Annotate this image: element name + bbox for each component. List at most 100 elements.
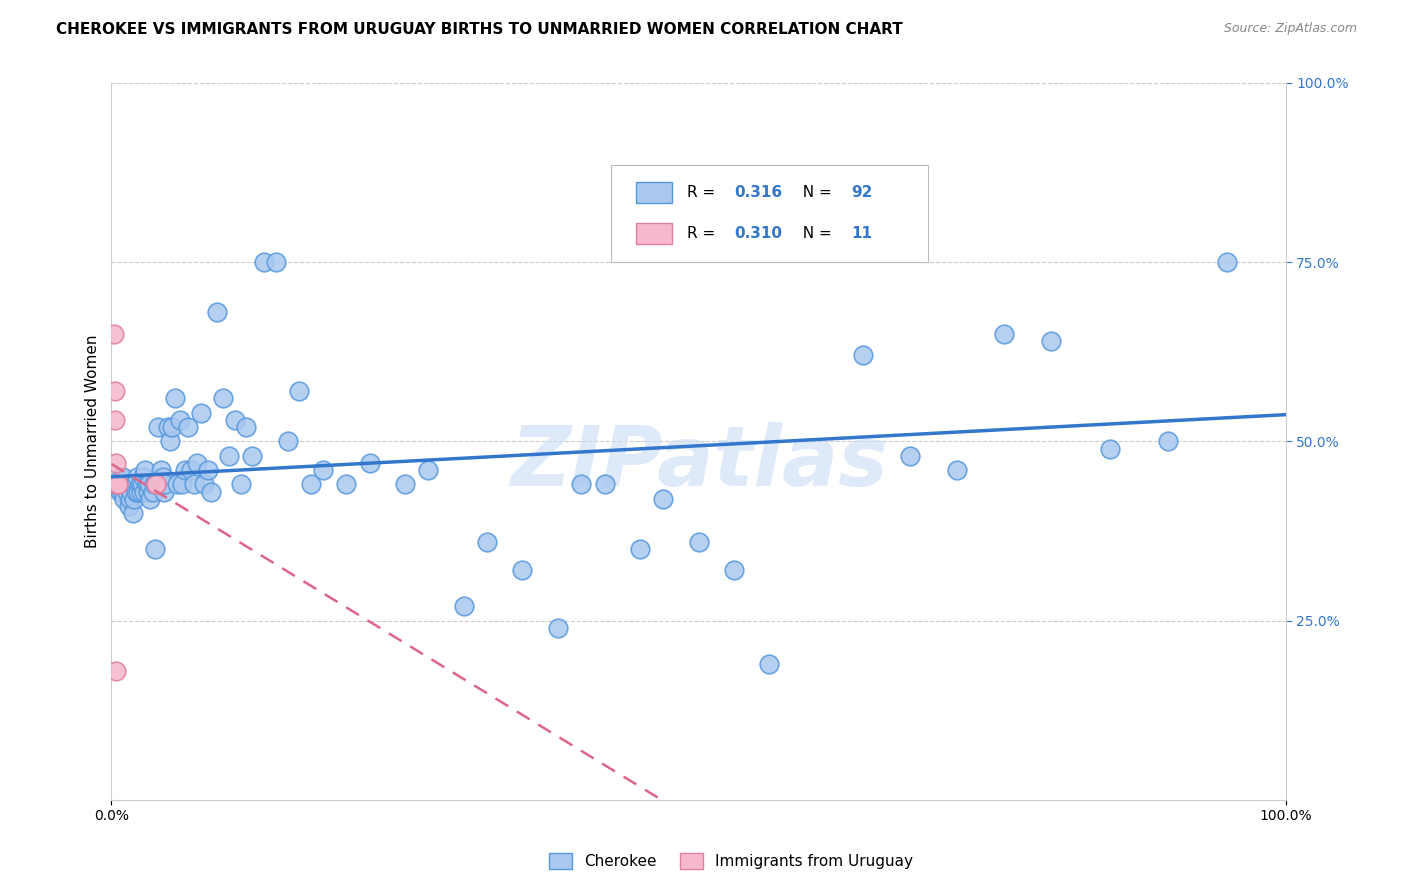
Point (183, 477, 205, 491)
Point (547, 621, 569, 635)
Text: N =: N = (793, 226, 837, 241)
Point (394, 477, 416, 491)
Point (264, 255, 287, 269)
Point (652, 491, 675, 506)
Point (186, 456, 208, 470)
Point (145, 477, 167, 491)
Text: ZIPatlas: ZIPatlas (509, 422, 887, 503)
Point (162, 420, 184, 434)
Point (105, 664, 128, 678)
Point (122, 491, 145, 506)
Point (121, 506, 143, 520)
Point (174, 463, 197, 477)
Point (148, 477, 170, 491)
Point (758, 657, 780, 671)
Point (253, 255, 276, 269)
Point (142, 477, 165, 491)
Point (112, 491, 135, 506)
Point (946, 463, 969, 477)
Point (128, 477, 150, 491)
Point (135, 477, 157, 491)
Point (852, 348, 875, 362)
Point (129, 484, 152, 499)
Point (145, 477, 167, 491)
Point (512, 563, 534, 577)
Point (153, 484, 176, 499)
Point (132, 470, 155, 484)
Point (134, 463, 156, 477)
Point (170, 477, 193, 491)
Point (105, 477, 128, 491)
Point (277, 434, 299, 449)
Point (105, 477, 128, 491)
Point (108, 484, 131, 499)
Point (118, 499, 141, 513)
Point (141, 484, 163, 499)
Point (127, 484, 149, 499)
Point (127, 470, 149, 484)
Point (169, 413, 191, 427)
Point (159, 434, 181, 449)
Point (993, 326, 1015, 341)
Text: N =: N = (793, 186, 837, 200)
Point (723, 563, 745, 577)
Y-axis label: Births to Unmarried Women: Births to Unmarried Women (86, 334, 100, 548)
Point (200, 484, 222, 499)
Point (688, 534, 710, 549)
Point (177, 420, 200, 434)
Point (115, 484, 138, 499)
Point (105, 456, 128, 470)
Point (299, 477, 322, 491)
Point (124, 477, 146, 491)
Point (139, 491, 162, 506)
Point (1098, 442, 1121, 456)
Point (418, 463, 440, 477)
Point (335, 477, 357, 491)
Point (104, 413, 127, 427)
Point (112, 470, 135, 484)
Point (218, 449, 240, 463)
Point (110, 470, 132, 484)
Point (898, 449, 921, 463)
Point (136, 484, 159, 499)
Point (166, 477, 188, 491)
Point (212, 392, 235, 406)
Point (155, 477, 177, 491)
Text: R =: R = (688, 226, 720, 241)
Point (156, 420, 179, 434)
Point (453, 599, 475, 614)
Point (628, 541, 651, 556)
Point (569, 477, 592, 491)
Point (107, 477, 129, 491)
Point (145, 477, 167, 491)
Point (193, 477, 215, 491)
Text: 92: 92 (851, 186, 873, 200)
Legend: Cherokee, Immigrants from Uruguay: Cherokee, Immigrants from Uruguay (543, 847, 920, 875)
Point (150, 477, 173, 491)
Point (190, 406, 212, 420)
Point (148, 420, 170, 434)
Point (120, 484, 142, 499)
Point (134, 484, 156, 499)
FancyBboxPatch shape (637, 223, 672, 244)
Text: 11: 11 (851, 226, 872, 241)
Point (114, 477, 136, 491)
Point (229, 477, 252, 491)
FancyBboxPatch shape (637, 182, 672, 203)
Point (107, 477, 129, 491)
Point (593, 477, 616, 491)
Point (120, 491, 142, 506)
Point (143, 541, 166, 556)
Point (125, 484, 148, 499)
Point (1216, 255, 1239, 269)
Text: 0.316: 0.316 (734, 186, 782, 200)
Point (104, 384, 127, 399)
Point (103, 326, 125, 341)
Point (1157, 434, 1180, 449)
Point (205, 305, 228, 319)
Point (288, 384, 311, 399)
Point (312, 463, 335, 477)
Point (804, 169, 827, 183)
Point (163, 392, 186, 406)
Point (359, 456, 381, 470)
